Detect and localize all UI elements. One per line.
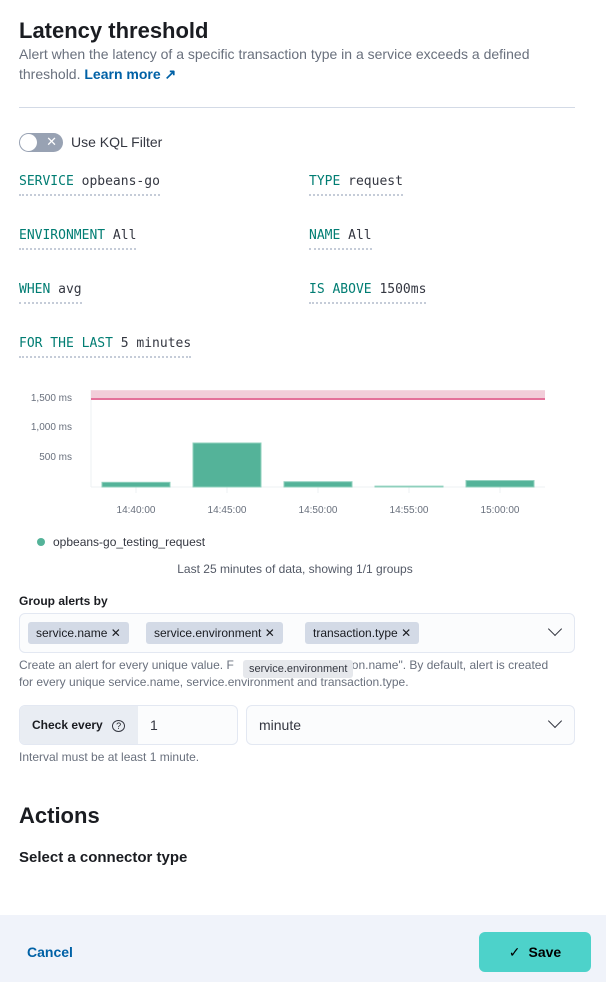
expr-key: TYPE [309, 174, 341, 189]
bar [465, 480, 535, 488]
threshold-band [91, 390, 545, 399]
legend-dot [37, 538, 45, 546]
latency-chart [90, 390, 545, 493]
learn-more-label: Learn more [84, 66, 161, 82]
cancel-button[interactable]: Cancel [27, 944, 73, 960]
actions-title: Actions [19, 803, 100, 828]
bar [374, 485, 444, 488]
x-tick-label: 14:50:00 [298, 505, 338, 516]
external-link-icon: ↗ [164, 66, 177, 82]
expr-value: 1500ms [379, 282, 427, 297]
tooltip: service.environment [243, 660, 354, 678]
legend-label: opbeans-go_testing_request [53, 535, 206, 549]
expr-value: request [348, 174, 403, 189]
connector-subtitle: Select a connector type [19, 849, 188, 866]
check-every-unit-select[interactable]: minute [246, 705, 575, 745]
y-tick-label: 1,500 ms [30, 393, 72, 404]
save-label: Save [528, 944, 562, 960]
when-expression[interactable]: WHEN avg [19, 282, 82, 304]
type-expression[interactable]: TYPE request [309, 174, 403, 196]
help-part: tion.name". By default, alert is created… [19, 658, 549, 689]
cross-icon: ✕ [46, 134, 57, 149]
chart-legend[interactable]: opbeans-go_testing_request [37, 535, 205, 549]
bar [283, 481, 353, 488]
expr-value: 5 minutes [120, 336, 192, 351]
kql-filter-toggle[interactable]: ✕ [19, 133, 63, 152]
y-tick-label: 1,000 ms [30, 422, 72, 434]
service-expression[interactable]: SERVICE opbeans-go [19, 174, 160, 196]
check-icon: ✓ [508, 944, 521, 960]
pill-label: transaction.type [313, 626, 398, 640]
page-title: Latency threshold [19, 18, 209, 43]
check-every-prepend: Check every ? [20, 706, 138, 744]
group-by-help: Create an alert for every unique value. … [19, 657, 559, 691]
description: Alert when the latency of a specific tra… [19, 44, 579, 84]
help-part: Create an alert for every unique value. … [19, 658, 234, 672]
expr-key: FOR THE LAST [19, 336, 113, 351]
expr-value: opbeans-go [81, 174, 160, 189]
expr-value: avg [58, 282, 82, 297]
y-tick-label: 500 ms [39, 451, 72, 463]
x-tick-label: 14:55:00 [389, 505, 429, 516]
chevron-down-icon [547, 713, 563, 729]
is-above-expression[interactable]: IS ABOVE 1500ms [309, 282, 427, 304]
bar [192, 442, 262, 488]
x-tick-label: 14:40:00 [116, 505, 156, 516]
expr-key: ENVIRONMENT [19, 228, 106, 243]
pill-transaction-type[interactable]: transaction.type ✕ [305, 622, 420, 644]
toggle-knob [20, 134, 37, 151]
x-tick-label: 15:00:00 [480, 505, 520, 516]
check-every-field[interactable]: Check every ? 1 [19, 705, 238, 745]
remove-icon[interactable]: ✕ [264, 626, 275, 640]
expr-key: NAME [309, 228, 341, 243]
check-every-help: Interval must be at least 1 minute. [19, 750, 200, 764]
remove-icon[interactable]: ✕ [401, 626, 412, 640]
for-the-last-expression[interactable]: FOR THE LAST 5 minutes [19, 336, 192, 358]
description-text: Alert when the latency of a specific tra… [19, 46, 530, 82]
check-every-input[interactable]: 1 [150, 717, 158, 733]
expr-value: All [348, 228, 372, 243]
environment-expression[interactable]: ENVIRONMENT All [19, 228, 137, 250]
divider [19, 107, 575, 108]
chevron-down-icon[interactable] [547, 621, 563, 637]
expr-value: All [112, 228, 137, 243]
pill-service-environment[interactable]: service.environment ✕ [146, 622, 283, 644]
remove-icon[interactable]: ✕ [110, 626, 121, 640]
x-tick-label: 14:45:00 [207, 505, 247, 516]
name-expression[interactable]: NAME All [309, 228, 372, 250]
learn-more-link[interactable]: Learn more ↗ [84, 66, 176, 82]
pill-label: service.name [36, 626, 108, 640]
bar [101, 481, 171, 488]
question-icon[interactable]: ? [112, 720, 126, 732]
chart-note: Last 25 minutes of data, showing 1/1 gro… [177, 562, 413, 576]
expr-key: SERVICE [19, 174, 74, 189]
unit-value: minute [259, 717, 302, 733]
pill-label: service.environment [154, 626, 262, 640]
expr-key: IS ABOVE [309, 282, 372, 297]
expr-key: WHEN [19, 282, 51, 297]
group-by-label: Group alerts by [19, 594, 108, 608]
group-by-combobox[interactable]: service.name ✕ service.environment ✕ tra… [19, 613, 575, 653]
kql-filter-label: Use KQL Filter [71, 134, 163, 150]
pill-service-name[interactable]: service.name ✕ [28, 622, 129, 644]
save-button[interactable]: ✓ Save [479, 932, 591, 972]
check-every-label: Check every [32, 718, 103, 732]
